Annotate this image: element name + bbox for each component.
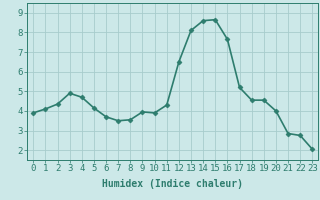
X-axis label: Humidex (Indice chaleur): Humidex (Indice chaleur) xyxy=(102,179,243,189)
